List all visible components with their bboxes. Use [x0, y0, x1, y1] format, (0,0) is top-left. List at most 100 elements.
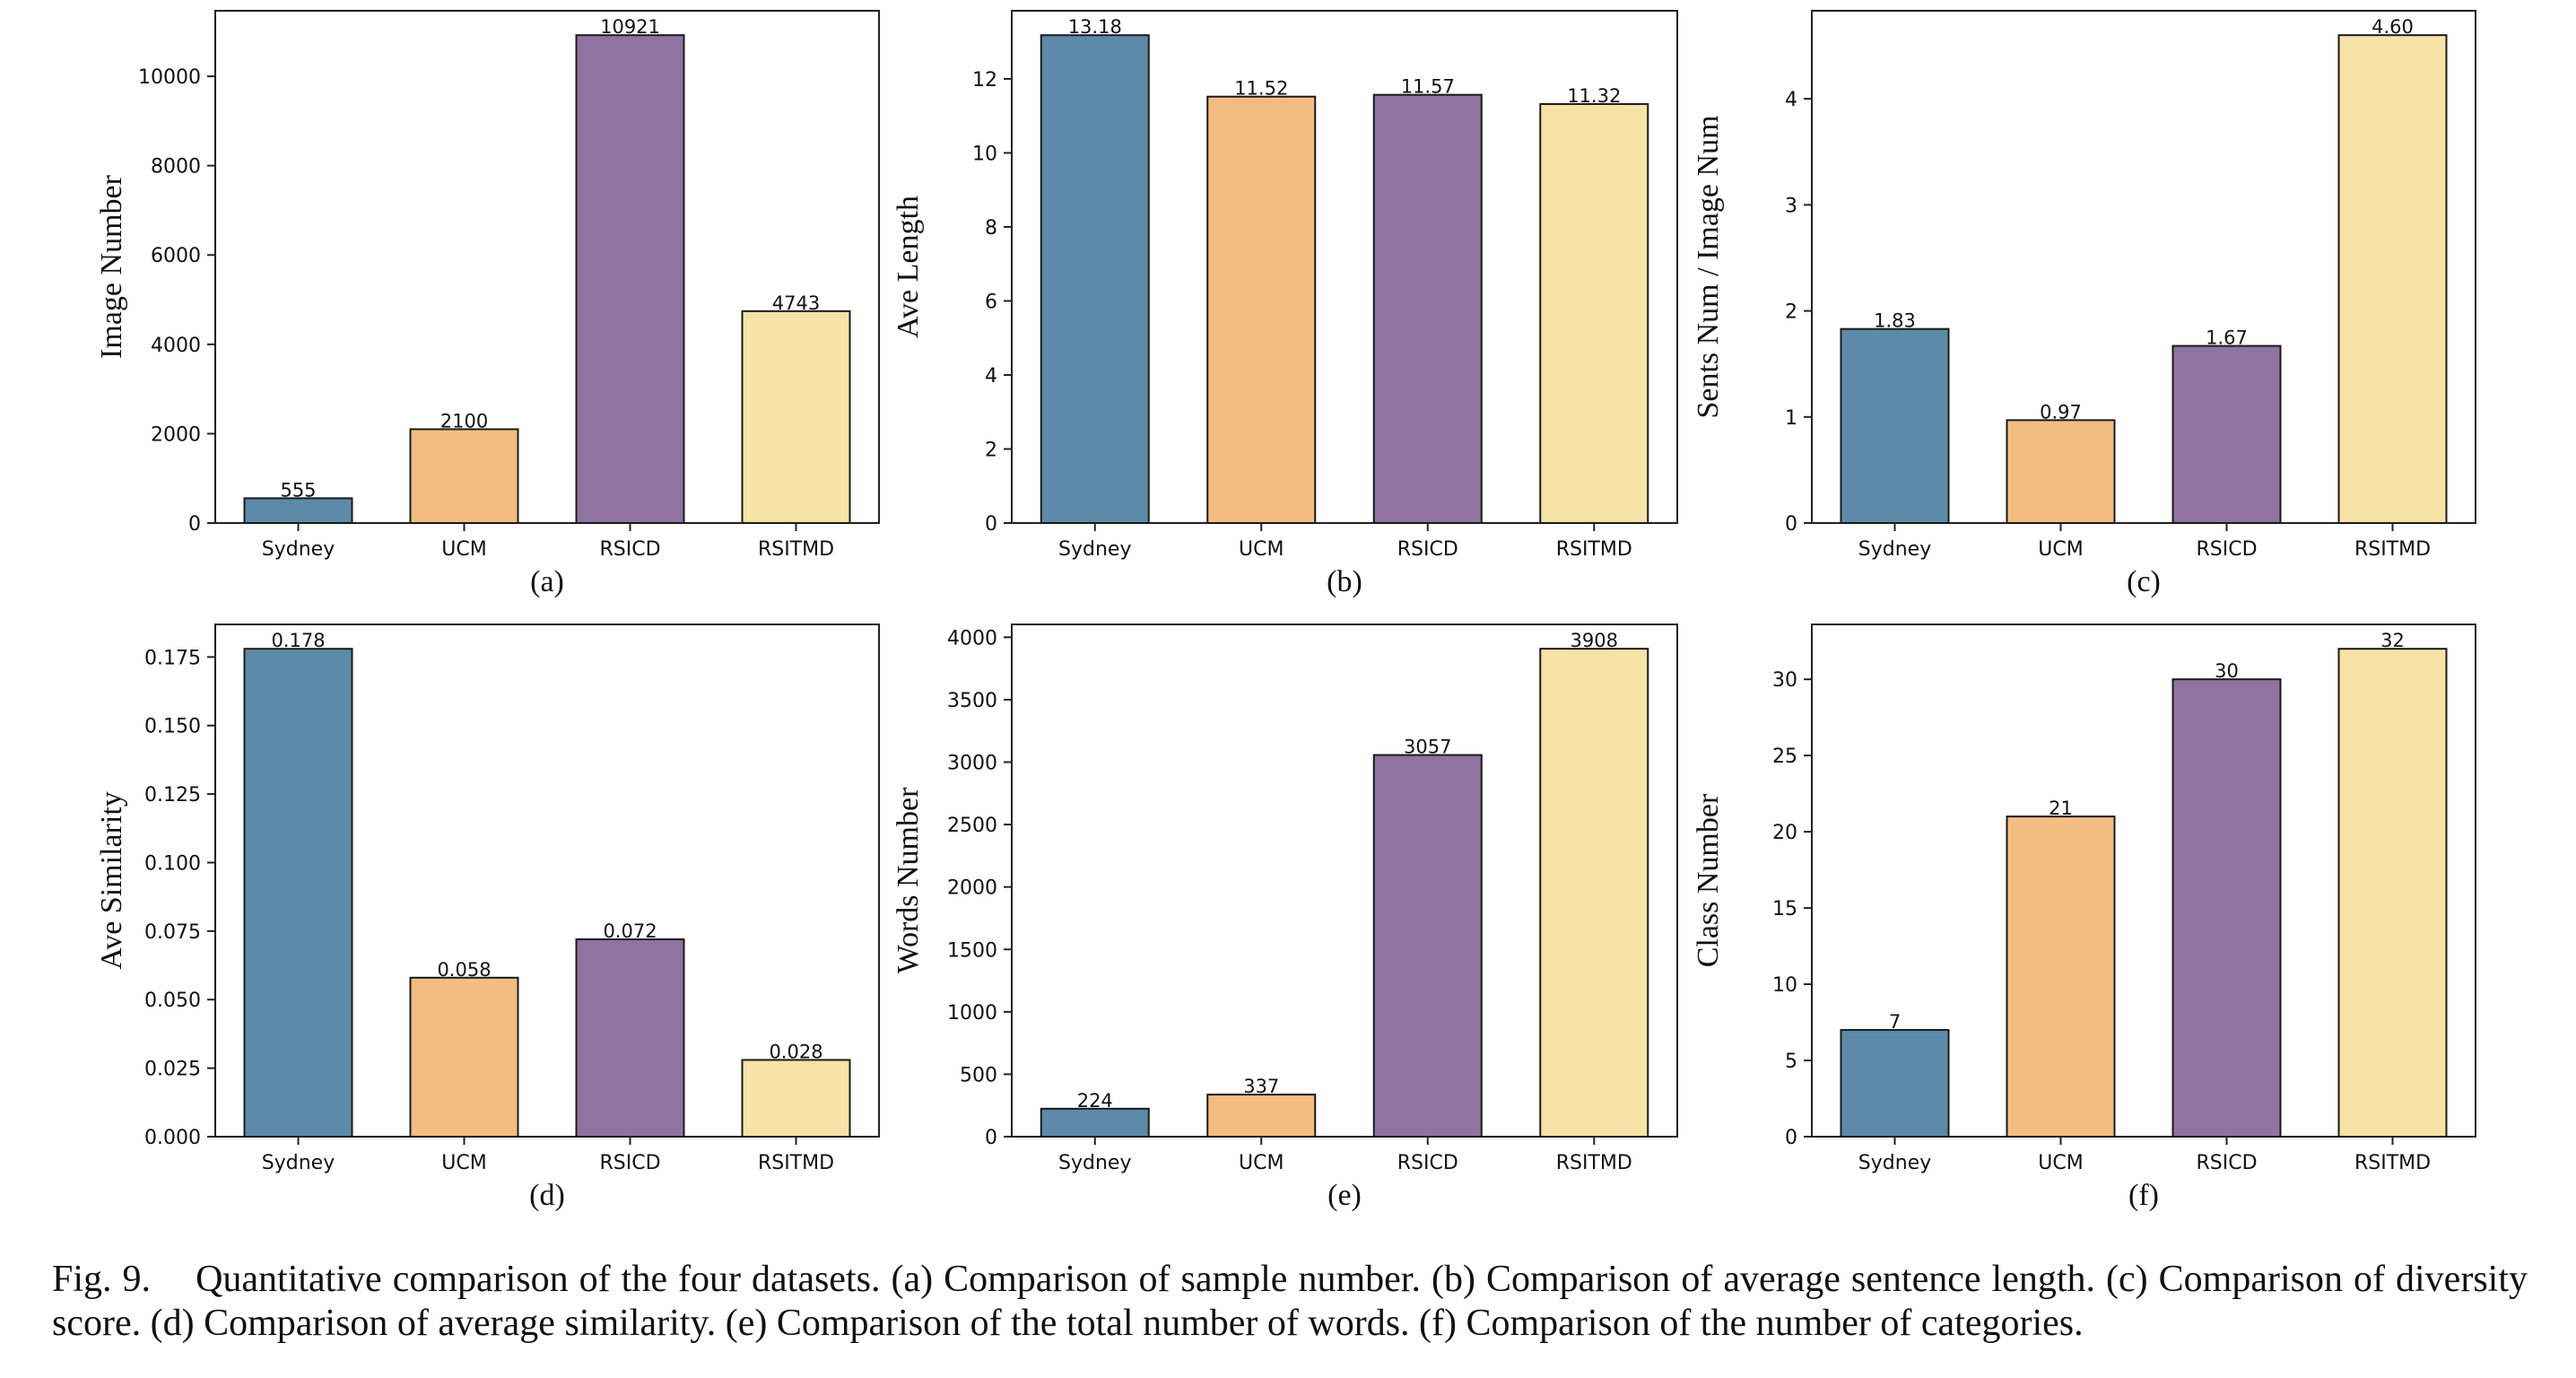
y-tick-label: 0.100: [144, 852, 201, 875]
x-tick-label: UCM: [1239, 538, 1284, 561]
x-tick-label: RSICD: [2196, 1152, 2257, 1174]
axes-frame: [1011, 624, 1678, 1138]
y-tick-label: 10000: [138, 66, 201, 89]
bar-rsitmd: [1539, 648, 1649, 1138]
bar-rsicd: [575, 34, 685, 524]
bar-sydney: [1840, 327, 1950, 524]
x-tick-label: RSICD: [599, 1152, 660, 1174]
y-tick-label: 12: [972, 69, 997, 92]
y-tick-label: 1: [1785, 407, 1797, 430]
bar-value-label: 4.60: [2371, 16, 2414, 38]
bar-value-label: 10921: [600, 16, 660, 38]
y-tick-label: 0.025: [144, 1059, 201, 1081]
x-tick-label: Sydney: [262, 1152, 335, 1174]
x-tick-label: Sydney: [1058, 1152, 1131, 1174]
panel-f: 0 5 10 15 20 25 30 Class Number 7 Sydney 21 UCM 30 RS…: [1692, 624, 2476, 1212]
bar-rsicd: [2171, 678, 2282, 1138]
panel-b: 0 2 4 6 8 10 12 Ave Length 13.18 Sydney 11.52 UCM 11…: [892, 10, 1678, 598]
x-tick-label: RSITMD: [2354, 538, 2431, 561]
x-tick-label: Sydney: [262, 538, 335, 561]
x-tick-label: RSITMD: [2354, 1152, 2431, 1174]
bar-value-label: 7: [1889, 1011, 1901, 1033]
y-tick-label: 6: [985, 291, 997, 313]
panel-a: 0 2000 4000 6000 8000 10000 Image Number 555 Syd…: [95, 10, 880, 598]
bar-value-label: 0.97: [2040, 401, 2082, 423]
y-tick-label: 5: [1785, 1051, 1797, 1073]
bar-value-label: 0.178: [271, 630, 325, 651]
x-tick-label: RSICD: [1397, 538, 1458, 561]
y-tick-label: 1500: [947, 939, 997, 962]
bar-sydney: [1040, 34, 1150, 524]
panel-label: (d): [529, 1179, 565, 1212]
bar-value-label: 30: [2215, 660, 2239, 682]
y-tick-label: 0: [985, 1127, 997, 1149]
y-axis-title: Ave Length: [892, 196, 925, 338]
y-tick-label: 2: [1785, 301, 1797, 324]
y-tick-label: 0.050: [144, 990, 201, 1012]
caption-text: Quantitative comparison of the four data…: [52, 1259, 2528, 1344]
panel-c: 0 1 2 3 4 Sents Num / Image Num 1.83 Sydney 0.97…: [1692, 10, 2476, 598]
y-tick-label: 8000: [151, 156, 201, 179]
y-tick-label: 4: [985, 365, 997, 388]
bar-ucm: [409, 428, 519, 524]
bar-ucm: [1206, 1094, 1317, 1138]
x-tick-label: UCM: [2038, 1152, 2083, 1174]
y-tick-label: 2: [985, 439, 997, 461]
y-axis-title: Ave Similarity: [95, 791, 128, 970]
bar-value-label: 2100: [440, 410, 488, 432]
y-tick-label: 3: [1785, 195, 1797, 217]
x-tick-label: RSICD: [2196, 538, 2257, 561]
bar-rsitmd: [741, 310, 851, 525]
bar-value-label: 1.83: [1874, 310, 1916, 332]
bar-value-label: 1.67: [2206, 327, 2248, 349]
bar-rsicd: [1372, 754, 1483, 1138]
x-tick-label: RSITMD: [758, 538, 834, 561]
y-tick-label: 0: [1785, 513, 1797, 536]
bar-value-label: 13.18: [1068, 16, 1122, 38]
bar-value-label: 0.072: [603, 920, 657, 942]
caption-label: Fig. 9.: [52, 1259, 152, 1300]
y-axis-title: Sents Num / Image Num: [1692, 115, 1725, 418]
y-tick-label: 15: [1772, 898, 1797, 920]
y-tick-label: 10: [1772, 974, 1797, 997]
y-tick-label: 0.175: [144, 647, 201, 669]
bar-sydney: [243, 497, 353, 525]
bar-ucm: [2006, 815, 2116, 1138]
x-tick-label: UCM: [1239, 1152, 1284, 1174]
y-tick-label: 2000: [151, 423, 201, 446]
bar-rsicd: [1372, 93, 1483, 524]
bar-value-label: 11.57: [1401, 76, 1455, 98]
y-tick-label: 6000: [151, 245, 201, 267]
x-tick-label: Sydney: [1058, 538, 1131, 561]
x-tick-label: RSITMD: [758, 1152, 834, 1174]
bar-rsitmd: [2337, 648, 2448, 1138]
y-tick-label: 25: [1772, 746, 1797, 768]
figure-caption: Fig. 9. Quantitative comparison of the fo…: [52, 1258, 2528, 1346]
bar-rsicd: [2171, 344, 2282, 524]
bar-ucm: [2006, 419, 2116, 524]
panel-label: (f): [2128, 1179, 2159, 1212]
x-tick-label: RSICD: [599, 538, 660, 561]
bar-value-label: 21: [2049, 798, 2073, 819]
panel-d: 0.000 0.025 0.050 0.075 0.100 0.125 0.150 0.175…: [95, 624, 880, 1212]
x-tick-label: UCM: [441, 1152, 486, 1174]
y-tick-label: 10: [972, 143, 997, 165]
y-tick-label: 0.000: [144, 1127, 201, 1149]
y-tick-label: 4000: [151, 335, 201, 357]
bar-value-label: 224: [1077, 1090, 1113, 1112]
bar-ucm: [1206, 95, 1317, 524]
bar-value-label: 0.028: [769, 1041, 822, 1062]
x-tick-label: Sydney: [1858, 1152, 1931, 1174]
bar-rsitmd: [2337, 34, 2448, 524]
y-axis-title: Words Number: [892, 787, 925, 974]
bar-rsicd: [575, 938, 685, 1138]
x-tick-label: RSITMD: [1556, 1152, 1632, 1174]
panel-label: (e): [1327, 1179, 1362, 1212]
bar-sydney: [1840, 1029, 1950, 1138]
y-tick-label: 8: [985, 217, 997, 240]
bar-rsitmd: [1539, 102, 1649, 525]
y-axis-title: Class Number: [1692, 793, 1725, 967]
x-tick-label: UCM: [441, 538, 486, 561]
bar-value-label: 337: [1243, 1076, 1279, 1097]
y-tick-label: 0: [188, 513, 201, 536]
